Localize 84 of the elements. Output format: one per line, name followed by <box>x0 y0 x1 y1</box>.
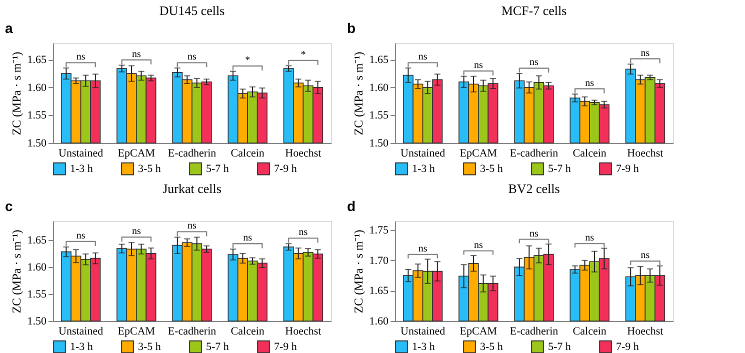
annotation: ns <box>640 250 650 262</box>
y-axis-title: ZC (MPa · s m⁻¹) <box>9 52 24 136</box>
y-tick-label: 1.60 <box>369 82 389 94</box>
y-tick-label: 1.65 <box>369 285 389 298</box>
series-label: 1-3 h <box>412 340 436 353</box>
y-tick-label: 1.50 <box>369 138 389 150</box>
x-tick-label: Calcein <box>572 148 607 160</box>
legend-label: 3-5 h <box>138 162 162 175</box>
annotation: ns <box>188 52 197 63</box>
text: d <box>347 198 356 214</box>
x-tick-label: Unstained <box>400 148 446 160</box>
annotation: ns <box>188 220 197 232</box>
chart-title: BV2 cells <box>508 181 560 196</box>
annotation: ns <box>418 52 428 63</box>
legend-label: 3-5 h <box>138 340 162 353</box>
legend-label: 5-7 h <box>206 340 230 353</box>
x-tick-label: E-cadherin <box>510 326 559 338</box>
annotation: ns <box>585 232 594 244</box>
chart-title: DU145 cells <box>159 3 225 18</box>
annotation: ns <box>530 57 539 68</box>
legend-label: 5-7 h <box>206 162 230 175</box>
legend-label: 1-3 h <box>70 340 94 353</box>
x-tick-label: EpCAM <box>118 326 156 338</box>
y-axis-title: ZC (MPa · s m⁻¹) <box>351 230 366 314</box>
x-tick-label: EpCAM <box>460 326 498 338</box>
y-tick-label: 1.55 <box>27 110 47 122</box>
y-tick-label: 1.60 <box>369 316 389 328</box>
legend-label: 1-3 h <box>70 162 94 175</box>
annotation: ns <box>132 48 141 60</box>
legend-label: 3-5 h <box>480 162 504 175</box>
x-tick-label: Calcein <box>230 326 265 338</box>
annotation: ns <box>76 52 86 63</box>
legend-label: 7-9 h <box>274 340 298 353</box>
chart-title: Jurkat cells <box>162 181 222 196</box>
text: a <box>5 20 13 36</box>
x-tick-label: Unstained <box>400 326 446 338</box>
y-axis-title: ZC (MPa · s m⁻¹) <box>9 230 24 314</box>
annotation: ns <box>418 243 428 254</box>
annotation: ns <box>640 48 650 59</box>
x-tick-label: E-cadherin <box>168 148 217 160</box>
legend-label: 7-9 h <box>274 162 298 175</box>
legend-label: 3-5 h <box>480 340 504 353</box>
y-tick-label: 1.55 <box>369 110 389 122</box>
x-tick-label: Unstained <box>58 326 104 338</box>
y-tick-label: 1.55 <box>27 288 47 300</box>
y-tick-label: 1.65 <box>27 54 47 66</box>
y-tick-label: 1.75 <box>369 224 389 237</box>
annotation: ns <box>474 60 483 71</box>
annotation: ns <box>298 227 308 238</box>
y-tick-label: 1.60 <box>27 261 47 274</box>
chart-title: MCF-7 cells <box>501 3 567 18</box>
legend-label: 5-7 h <box>548 340 572 353</box>
x-tick-label: E-cadherin <box>168 326 217 338</box>
annotation: ns <box>76 230 86 242</box>
annotation: ns <box>585 78 594 89</box>
x-tick-label: Unstained <box>58 148 104 160</box>
annotation: * <box>300 49 306 60</box>
annotation: ns <box>530 228 539 240</box>
y-tick-label: 1.65 <box>369 54 389 66</box>
x-tick-label: Calcein <box>230 148 265 160</box>
x-tick-label: Calcein <box>572 326 607 338</box>
legend-label: 7-9 h <box>616 340 640 353</box>
x-tick-label: Hoechst <box>627 148 664 160</box>
y-tick-label: 1.65 <box>27 234 47 246</box>
legend-label: 5-7 h <box>548 162 572 175</box>
x-tick-label: Hoechst <box>627 326 664 338</box>
annotation: * <box>245 55 250 66</box>
annotation: ns <box>474 240 483 251</box>
y-tick-label: 1.50 <box>27 316 47 328</box>
x-tick-label: Hoechst <box>285 326 322 338</box>
legend-label: 7-9 h <box>616 162 640 175</box>
text: c <box>5 198 13 214</box>
x-tick-label: EpCAM <box>460 148 498 160</box>
annotation: ns <box>132 226 141 238</box>
x-tick-label: Hoechst <box>285 148 322 160</box>
annotation: ns <box>243 232 252 244</box>
y-tick-label: 1.50 <box>27 138 47 150</box>
y-axis-title: ZC (MPa · s m⁻¹) <box>351 52 366 136</box>
series-label: 1-3 h <box>412 162 436 175</box>
y-tick-label: 1.70 <box>369 254 389 267</box>
y-tick-label: 1.60 <box>27 82 47 94</box>
x-tick-label: E-cadherin <box>510 148 559 160</box>
x-tick-label: EpCAM <box>118 148 156 160</box>
text: b <box>347 20 356 36</box>
